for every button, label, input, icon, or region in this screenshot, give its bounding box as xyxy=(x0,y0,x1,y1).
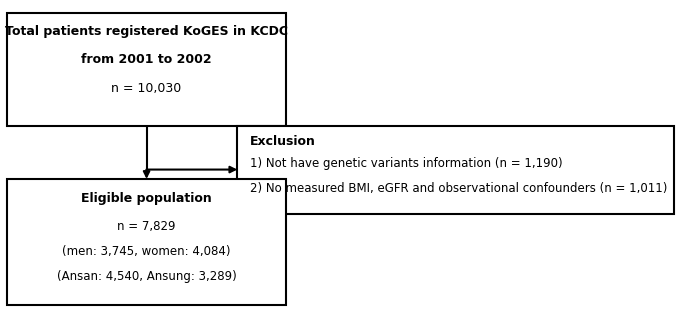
Text: Exclusion: Exclusion xyxy=(250,135,315,148)
Text: n = 7,829: n = 7,829 xyxy=(117,220,176,233)
FancyBboxPatch shape xyxy=(237,126,674,214)
Text: 2) No measured BMI, eGFR and observational confounders (n = 1,011): 2) No measured BMI, eGFR and observation… xyxy=(250,182,667,195)
Text: 1) Not have genetic variants information (n = 1,190): 1) Not have genetic variants information… xyxy=(250,157,563,170)
Text: (Ansan: 4,540, Ansung: 3,289): (Ansan: 4,540, Ansung: 3,289) xyxy=(57,270,237,283)
FancyBboxPatch shape xyxy=(7,13,286,126)
Text: n = 10,030: n = 10,030 xyxy=(112,82,181,95)
FancyBboxPatch shape xyxy=(7,179,286,305)
Text: (men: 3,745, women: 4,084): (men: 3,745, women: 4,084) xyxy=(62,245,231,258)
Text: Eligible population: Eligible population xyxy=(81,192,212,204)
Text: Total patients registered KoGES in KCDC: Total patients registered KoGES in KCDC xyxy=(5,25,288,38)
Text: from 2001 to 2002: from 2001 to 2002 xyxy=(81,53,212,66)
